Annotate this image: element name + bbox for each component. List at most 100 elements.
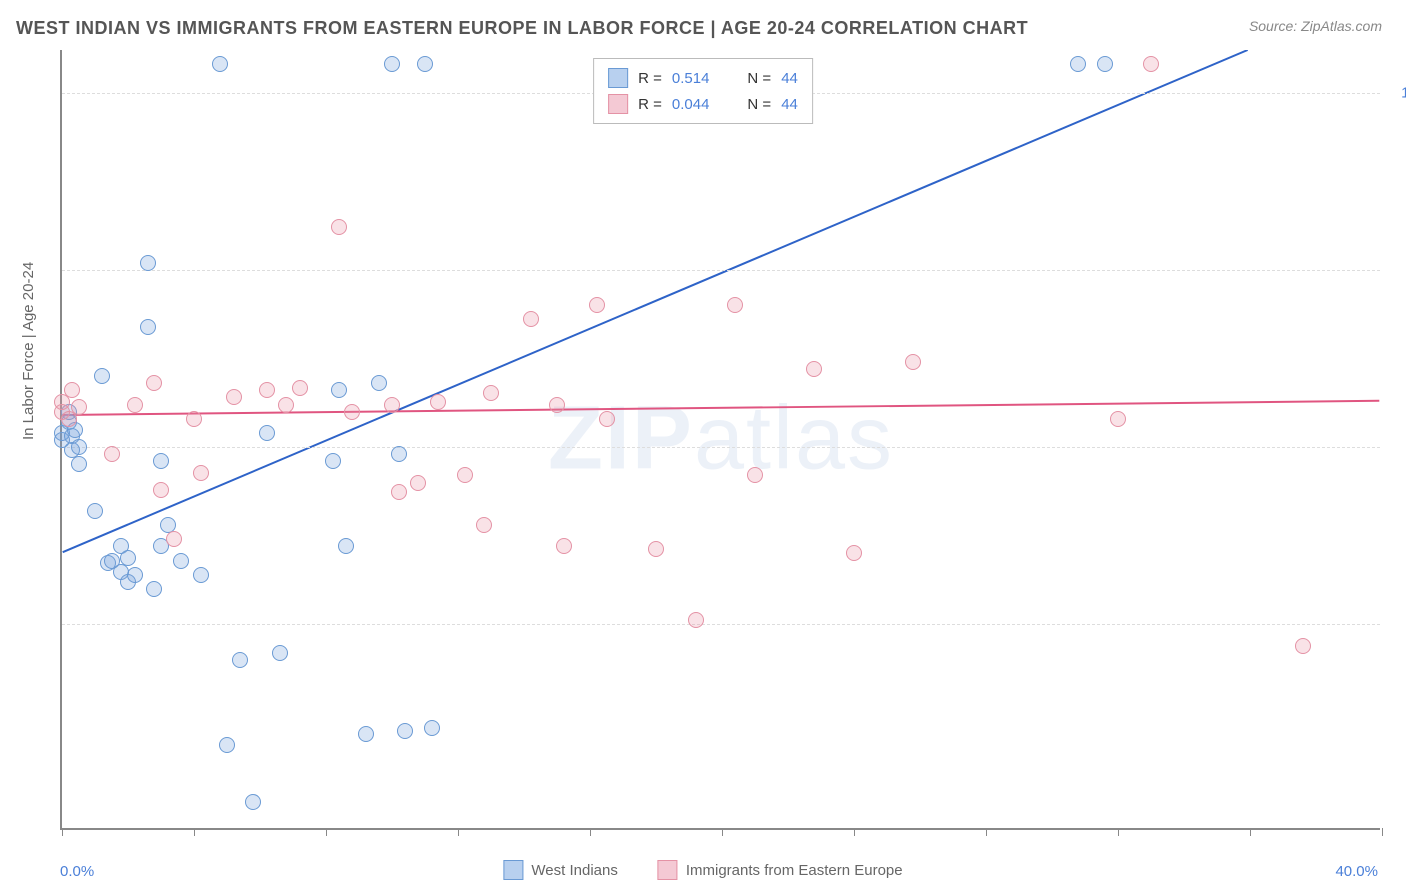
data-point (325, 453, 341, 469)
data-point (549, 397, 565, 413)
data-point (384, 56, 400, 72)
legend-swatch (608, 94, 628, 114)
legend-label: West Indians (531, 862, 617, 879)
legend-swatch (608, 68, 628, 88)
data-point (212, 56, 228, 72)
data-point (245, 794, 261, 810)
data-point (226, 389, 242, 405)
x-tick (590, 828, 591, 836)
data-point (1110, 411, 1126, 427)
trend-lines-svg (62, 50, 1380, 828)
r-value: 0.514 (672, 70, 710, 87)
data-point (391, 446, 407, 462)
data-point (589, 297, 605, 313)
x-tick (62, 828, 63, 836)
r-label: R = (638, 96, 662, 113)
data-point (71, 439, 87, 455)
grid-line (62, 624, 1380, 625)
data-point (344, 404, 360, 420)
data-point (259, 382, 275, 398)
data-point (153, 482, 169, 498)
trend-line (63, 50, 1248, 552)
x-axis-min-label: 0.0% (60, 863, 94, 880)
data-point (476, 517, 492, 533)
data-point (391, 484, 407, 500)
x-axis-max-label: 40.0% (1335, 863, 1378, 880)
data-point (166, 531, 182, 547)
data-point (120, 550, 136, 566)
data-point (410, 475, 426, 491)
data-point (140, 319, 156, 335)
data-point (688, 612, 704, 628)
data-point (64, 382, 80, 398)
x-tick (1250, 828, 1251, 836)
data-point (127, 567, 143, 583)
data-point (140, 255, 156, 271)
data-point (371, 375, 387, 391)
data-point (1070, 56, 1086, 72)
plot-area: ZIPatlas 62.5%75.0%87.5%100.0% (60, 50, 1380, 830)
data-point (556, 538, 572, 554)
data-point (146, 581, 162, 597)
r-value: 0.044 (672, 96, 710, 113)
data-point (173, 553, 189, 569)
x-tick (194, 828, 195, 836)
data-point (94, 368, 110, 384)
data-point (193, 567, 209, 583)
data-point (747, 467, 763, 483)
x-tick (1118, 828, 1119, 836)
data-point (104, 446, 120, 462)
data-point (71, 399, 87, 415)
data-point (292, 380, 308, 396)
x-tick (326, 828, 327, 836)
bottom-legend-item: Immigrants from Eastern Europe (658, 860, 903, 880)
data-point (358, 726, 374, 742)
data-point (846, 545, 862, 561)
data-point (186, 411, 202, 427)
grid-line (62, 447, 1380, 448)
data-point (272, 645, 288, 661)
data-point (648, 541, 664, 557)
legend-label: Immigrants from Eastern Europe (686, 862, 903, 879)
legend-swatch (658, 860, 678, 880)
data-point (417, 56, 433, 72)
legend-swatch (503, 860, 523, 880)
data-point (338, 538, 354, 554)
grid-line (62, 270, 1380, 271)
data-point (127, 397, 143, 413)
data-point (87, 503, 103, 519)
stats-legend-row: R = 0.044 N = 44 (608, 91, 798, 117)
x-tick (1382, 828, 1383, 836)
data-point (219, 737, 235, 753)
y-axis-title: In Labor Force | Age 20-24 (20, 262, 37, 440)
x-tick (458, 828, 459, 836)
data-point (331, 382, 347, 398)
trend-line (63, 401, 1380, 415)
data-point (483, 385, 499, 401)
data-point (905, 354, 921, 370)
watermark-light: atlas (694, 389, 894, 489)
data-point (424, 720, 440, 736)
data-point (153, 453, 169, 469)
data-point (1097, 56, 1113, 72)
data-point (1295, 638, 1311, 654)
data-point (384, 397, 400, 413)
data-point (193, 465, 209, 481)
n-label: N = (747, 70, 771, 87)
data-point (457, 467, 473, 483)
n-value: 44 (781, 96, 798, 113)
y-tick-label: 100.0% (1401, 84, 1406, 101)
data-point (1143, 56, 1159, 72)
source-label: Source: ZipAtlas.com (1249, 18, 1382, 34)
data-point (232, 652, 248, 668)
x-tick (986, 828, 987, 836)
x-tick (722, 828, 723, 836)
data-point (523, 311, 539, 327)
data-point (806, 361, 822, 377)
watermark: ZIPatlas (548, 388, 894, 491)
stats-legend: R = 0.514 N = 44R = 0.044 N = 44 (593, 58, 813, 124)
data-point (599, 411, 615, 427)
n-label: N = (747, 96, 771, 113)
r-label: R = (638, 70, 662, 87)
data-point (331, 219, 347, 235)
